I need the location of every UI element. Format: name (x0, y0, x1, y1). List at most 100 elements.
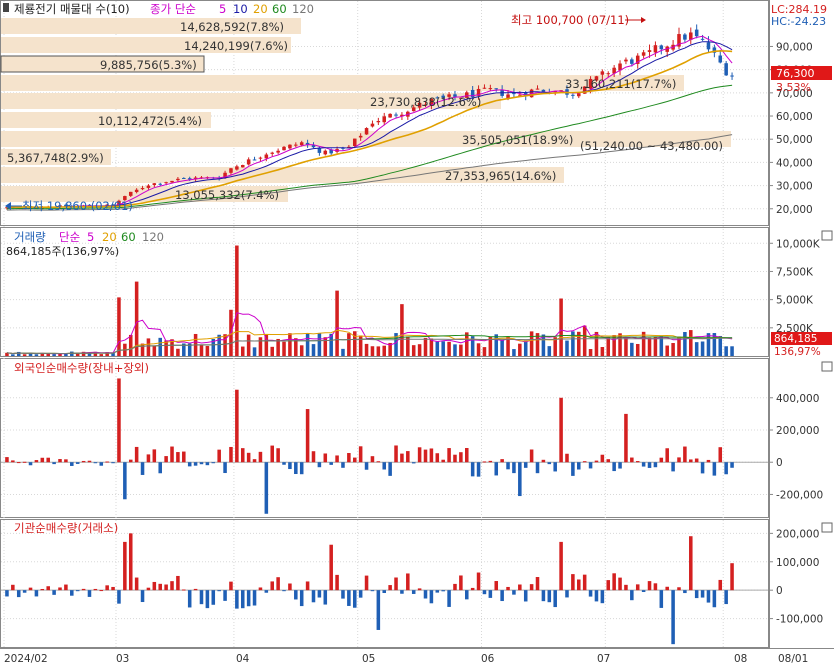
price-title[interactable]: 제룡전기 매물대 수(10) (14, 2, 130, 16)
foreign-bar (40, 457, 45, 463)
candle-body (358, 135, 363, 138)
price-ma-label: 종가 단순 (150, 2, 196, 16)
candle-body (246, 159, 251, 165)
volume-bar (305, 333, 310, 356)
candle-body (441, 95, 445, 98)
inst-bar (582, 574, 587, 591)
inst-bar (417, 588, 422, 591)
candle-body (606, 73, 611, 75)
volume-bars-layer (5, 245, 734, 356)
x-tick-label: 08 (734, 653, 747, 665)
candle-body (182, 177, 186, 179)
volume-bar (5, 352, 9, 356)
candle-body (364, 128, 369, 135)
candle-body (712, 47, 717, 53)
inst-bar (52, 590, 56, 595)
foreign-title[interactable]: 외국인순매수량(장내+장외) (14, 361, 149, 375)
inst-bar (364, 575, 369, 591)
foreign-bar (176, 452, 180, 463)
volume-title[interactable]: 거래량 (14, 230, 46, 244)
volume-bar (459, 344, 463, 356)
inst-bar (246, 590, 251, 607)
collapse-icon[interactable] (3, 3, 9, 12)
volume-bar (494, 334, 499, 356)
last-change: 3.53% (776, 81, 811, 94)
low-arrow-head (5, 202, 11, 210)
candle-body (294, 144, 298, 146)
inst-bar (193, 588, 198, 591)
inst-close-icon[interactable] (821, 522, 833, 533)
foreign-bar (577, 462, 581, 470)
volume-bar (518, 343, 522, 356)
candle-body (341, 147, 345, 149)
volume-bar (199, 345, 204, 356)
foreign-bar (447, 448, 451, 463)
inst-title[interactable]: 기관순매수량(거래소) (14, 521, 118, 535)
candle-body (229, 168, 233, 173)
x-tick-label: 08/01 (778, 653, 808, 665)
volume-bar (565, 340, 569, 356)
inst-bar (211, 590, 216, 605)
candle-body (317, 147, 322, 153)
inst-bar (453, 583, 457, 591)
candle-body (683, 34, 687, 40)
foreign-bar (488, 460, 493, 463)
foreign-close-icon[interactable] (821, 361, 833, 372)
foreign-panel[interactable] (0, 358, 769, 518)
candle-body (689, 32, 693, 40)
foreign-bar (223, 462, 227, 474)
inst-bar (323, 590, 328, 605)
inst-bar (341, 590, 345, 599)
candle-body (635, 55, 640, 64)
candle-body (64, 204, 68, 207)
inst-bar (199, 590, 204, 605)
volume-bar (712, 333, 717, 356)
volume-bar (146, 338, 151, 356)
volume-bar (547, 346, 552, 356)
foreign-bar (146, 454, 151, 463)
volume-bar (665, 345, 669, 356)
inst-bar (235, 590, 239, 609)
candle-body (724, 63, 728, 76)
inst-bar (294, 590, 298, 600)
inst-bar (694, 590, 699, 599)
foreign-bar (75, 462, 80, 464)
candle-body (571, 94, 575, 96)
volume-bar (52, 354, 56, 356)
volume-bar (276, 338, 280, 356)
inst-bar (64, 584, 68, 591)
foreign-bar (46, 457, 50, 463)
inst-bar (624, 584, 628, 591)
candle-body (641, 52, 646, 56)
foreign-bar (52, 462, 56, 465)
volume-tick-label: 7,500K (776, 266, 814, 278)
volume-bar (535, 333, 540, 356)
volume-bar (594, 331, 599, 356)
volume-bar (694, 342, 699, 356)
inst-bar (529, 584, 534, 591)
inst-bar (5, 590, 9, 597)
inst-panel[interactable] (0, 519, 769, 648)
candle-body (276, 150, 280, 153)
inst-bar (429, 590, 434, 604)
axis-labels-layer: 20,00030,00040,00050,00060,00070,00080,0… (4, 41, 823, 665)
volume-bar (635, 343, 640, 356)
price-title-bar: 제룡전기 매물대 수(10) 종가 단순 5 10 20 60 120 (3, 2, 314, 16)
volume-close-icon[interactable] (821, 230, 833, 241)
volume-title-bar: 거래량 단순 5 20 60 120 864,185주(136,97%) (6, 230, 164, 258)
ma-10-label: 10 (233, 2, 248, 16)
foreign-bar (671, 462, 675, 472)
foreign-bar (364, 462, 369, 470)
volume-bar (205, 345, 210, 356)
inst-bar (105, 585, 109, 591)
ma-120-line (6, 134, 733, 211)
inst-bar (329, 544, 333, 591)
volume-bar (730, 346, 734, 356)
volume-bar (117, 297, 121, 356)
foreign-bar (258, 451, 263, 463)
foreign-bar (465, 447, 469, 463)
inst-bar (571, 574, 575, 591)
x-tick-label: 03 (116, 653, 129, 665)
